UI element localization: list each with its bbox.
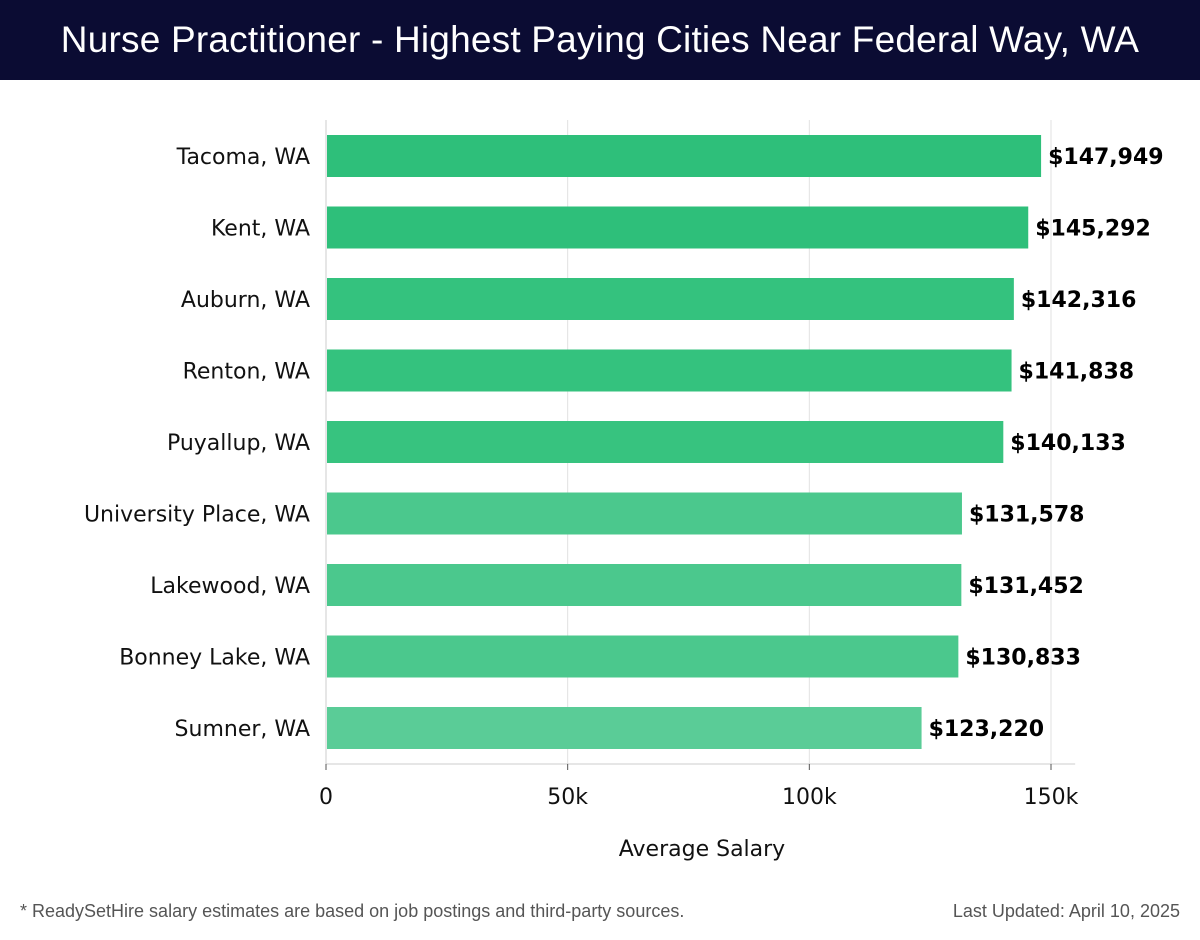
chart-header: Nurse Practitioner - Highest Paying Citi… xyxy=(0,0,1200,80)
bar xyxy=(327,421,1004,463)
x-tick-label: 50k xyxy=(547,785,588,810)
x-axis-title: Average Salary xyxy=(619,837,785,862)
bar xyxy=(327,564,962,606)
category-label: Kent, WA xyxy=(211,217,310,242)
value-label: $131,578 xyxy=(969,503,1085,528)
value-label: $140,133 xyxy=(1010,431,1126,456)
bar xyxy=(327,635,959,678)
footer-note: * ReadySetHire salary estimates are base… xyxy=(20,901,685,921)
category-label: Tacoma, WA xyxy=(176,145,310,170)
salary-bar-chart: 0 50k 100k 150k Average Salary Tacoma, WA $147… xyxy=(84,120,1164,862)
bars xyxy=(327,135,1042,749)
last-updated: Last Updated: April 10, 2025 xyxy=(952,901,1180,921)
category-label: Lakewood, WA xyxy=(150,574,310,599)
category-label: University Place, WA xyxy=(84,503,310,528)
bar xyxy=(327,492,962,535)
bar xyxy=(327,349,1012,392)
value-label: $145,292 xyxy=(1035,217,1151,242)
value-label: $147,949 xyxy=(1048,145,1164,170)
x-tick-label: 100k xyxy=(782,785,837,810)
category-label: Puyallup, WA xyxy=(167,431,310,456)
bar xyxy=(327,135,1042,177)
category-label: Sumner, WA xyxy=(175,717,310,742)
bar xyxy=(327,278,1014,320)
axes xyxy=(325,120,1076,770)
x-tick-label: 150k xyxy=(1024,785,1079,810)
value-label: $142,316 xyxy=(1021,288,1137,313)
value-label: $130,833 xyxy=(965,646,1081,671)
chart-title: Nurse Practitioner - Highest Paying Citi… xyxy=(60,19,1140,60)
labels: 0 50k 100k 150k Average Salary Tacoma, WA $147… xyxy=(84,145,1164,862)
value-label: $123,220 xyxy=(929,717,1045,742)
bar xyxy=(327,707,922,749)
category-label: Bonney Lake, WA xyxy=(119,646,310,671)
category-label: Auburn, WA xyxy=(181,288,310,313)
bar xyxy=(327,206,1029,249)
x-tick-label: 0 xyxy=(319,785,333,810)
category-label: Renton, WA xyxy=(183,360,310,385)
value-label: $141,838 xyxy=(1019,360,1135,385)
value-label: $131,452 xyxy=(968,574,1084,599)
